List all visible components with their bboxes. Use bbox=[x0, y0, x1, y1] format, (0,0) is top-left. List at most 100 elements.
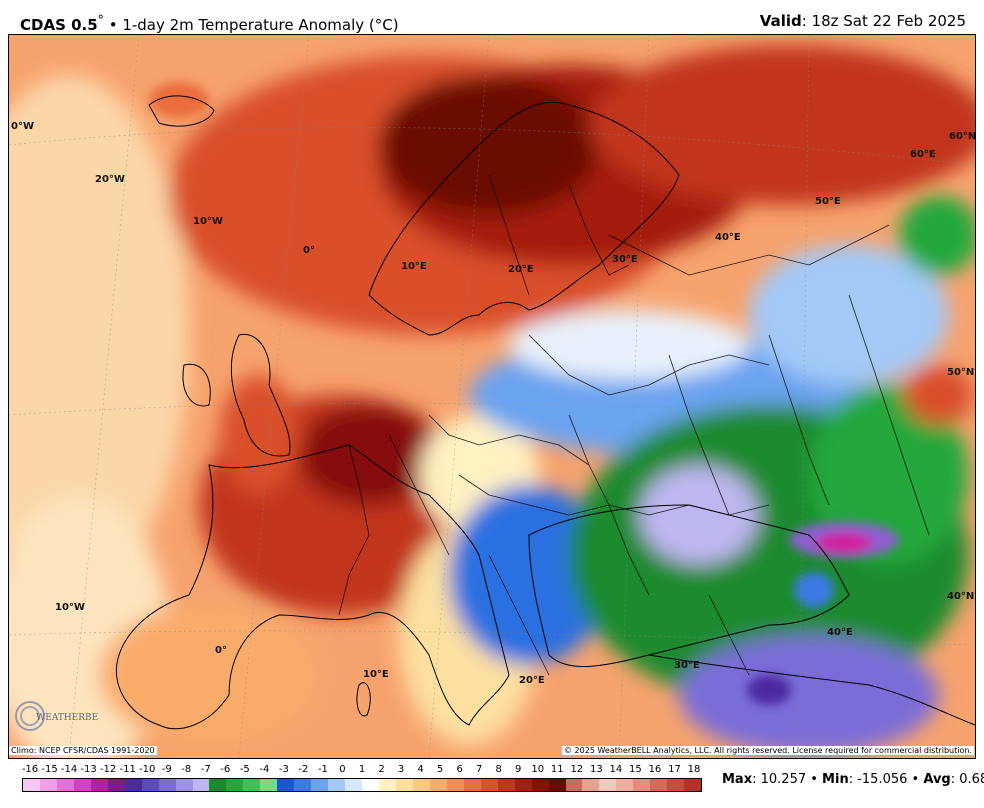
colorbar-swatch bbox=[90, 779, 108, 791]
borders bbox=[338, 174, 930, 676]
colorbar-swatch bbox=[412, 779, 430, 791]
sea-cool-spot bbox=[794, 572, 834, 608]
ural-cold-region bbox=[899, 195, 975, 275]
min-label: Min bbox=[822, 772, 849, 787]
colorbar-labels: -16 -15 -14 -13 -12 -11 -10 -9 -8 -7 -6 -5 -4 -3 -2 -1 0… bbox=[22, 764, 702, 776]
colorbar-swatch bbox=[362, 779, 380, 791]
colorbar-tick-label: -7 bbox=[200, 764, 211, 775]
iberia-region bbox=[99, 605, 319, 745]
colorbar-swatch bbox=[531, 779, 549, 791]
product-name: 1-day 2m Temperature Anomaly (°C) bbox=[122, 16, 399, 34]
colorbar-swatch bbox=[124, 779, 142, 791]
weatherbell-logo: WEATHERBELL bbox=[15, 701, 98, 731]
russia-warm-region bbox=[589, 45, 975, 205]
colorbar-tick-label: -2 bbox=[298, 764, 309, 775]
colorbar-tick-label: 4 bbox=[417, 764, 424, 775]
avg-value: : 0.686 bbox=[950, 772, 984, 787]
valid-label: Valid bbox=[759, 12, 802, 30]
colorbar-tick-label: 13 bbox=[589, 764, 603, 775]
balkans-cool-region bbox=[449, 485, 609, 665]
extreme-cold-core bbox=[816, 533, 872, 553]
colorbar-swatch bbox=[480, 779, 498, 791]
belarus-very-cold-region bbox=[639, 465, 759, 565]
iceland-warm-spot bbox=[149, 82, 209, 118]
logo-text: WEATHERBELL bbox=[36, 713, 98, 723]
colorbar-tick-label: -5 bbox=[239, 764, 250, 775]
colorbar-swatch bbox=[633, 779, 651, 791]
colorbar-swatch bbox=[311, 779, 329, 791]
colorbar-swatch bbox=[548, 779, 566, 791]
colorbar-swatch bbox=[395, 779, 413, 791]
russia-cool-region bbox=[749, 245, 949, 385]
colorbar-swatch bbox=[463, 779, 481, 791]
colorbar-swatch bbox=[345, 779, 363, 791]
label-10w-south: 10°W bbox=[55, 602, 85, 613]
colorbar-tick-label: -15 bbox=[41, 764, 58, 775]
climo-note: Climo: NCEP CFSR/CDAS 1991-2020 bbox=[9, 746, 157, 755]
label-40e: 40°E bbox=[715, 232, 741, 243]
valid-value: : 18z Sat 22 Feb 2025 bbox=[801, 12, 966, 30]
copyright-note: © 2025 WeatherBELL Analytics, LLC. All r… bbox=[562, 746, 974, 755]
colorbar-swatch bbox=[650, 779, 668, 791]
label-0deg: 0° bbox=[303, 245, 315, 256]
colorbar-swatch bbox=[514, 779, 532, 791]
min-value: : -15.056 bbox=[848, 772, 908, 787]
colorbar-tick-label: 2 bbox=[378, 764, 385, 775]
benelux-strong-warm-region bbox=[299, 405, 439, 505]
stats-sep-1: • bbox=[806, 772, 823, 787]
colorbar-tick-label: -11 bbox=[119, 764, 136, 775]
colorbar-swatch bbox=[175, 779, 193, 791]
label-10w: 10°W bbox=[193, 216, 223, 227]
max-value: : 10.257 bbox=[752, 772, 807, 787]
colorbar-tick-label: 11 bbox=[550, 764, 564, 775]
colorbar-swatch bbox=[226, 779, 244, 791]
colorbar-swatch bbox=[616, 779, 634, 791]
graticule bbox=[9, 35, 975, 758]
colorbar-tick-label: -9 bbox=[161, 764, 172, 775]
colorbar-tick-label: -12 bbox=[99, 764, 117, 775]
colorbar bbox=[22, 778, 702, 792]
label-30e: 30°E bbox=[612, 254, 638, 265]
colorbar-tick-label: 8 bbox=[495, 764, 502, 775]
britain-warm-region bbox=[219, 375, 299, 495]
colorbar-tick-label: 0 bbox=[339, 764, 346, 775]
colorbar-swatch bbox=[39, 779, 57, 791]
colorbar-swatch bbox=[684, 779, 702, 791]
label-40n: 40°N bbox=[947, 591, 974, 602]
anomaly-map[interactable]: 0°W 20°W 10°W 0° 10°E 20°E 30°E 40°E 50°… bbox=[8, 34, 976, 759]
max-label: Max bbox=[722, 772, 753, 787]
colorbar-swatch bbox=[260, 779, 278, 791]
colorbar-tick-label: -14 bbox=[60, 764, 78, 775]
colorbar-swatch bbox=[192, 779, 210, 791]
model-name: CDAS 0.5 bbox=[20, 16, 98, 34]
colorbar-swatch bbox=[429, 779, 447, 791]
colorbar-swatch bbox=[667, 779, 685, 791]
colorbar-tick-label: 7 bbox=[475, 764, 483, 775]
colorbar-swatch bbox=[294, 779, 312, 791]
title-separator: • bbox=[103, 16, 123, 34]
label-10e: 10°E bbox=[401, 261, 427, 272]
label-50n: 50°N bbox=[947, 367, 974, 378]
colorbar-tick-label: 14 bbox=[609, 764, 623, 775]
colorbar-swatch bbox=[209, 779, 227, 791]
colorbar-tick-label: -4 bbox=[259, 764, 270, 775]
colorbar-swatch bbox=[446, 779, 464, 791]
colorbar-swatch bbox=[107, 779, 125, 791]
colorbar-tick-label: 12 bbox=[570, 764, 584, 775]
label-10e-south: 10°E bbox=[363, 669, 389, 680]
colorbar-tick-label: 6 bbox=[456, 764, 463, 775]
label-60n: 60°N bbox=[949, 131, 975, 142]
colorbar-tick-label: -3 bbox=[278, 764, 289, 775]
label-20e-south: 20°E bbox=[519, 675, 545, 686]
colorbar-swatch bbox=[277, 779, 295, 791]
russia-cold-region bbox=[809, 385, 969, 565]
avg-label: Avg bbox=[923, 772, 951, 787]
colorbar-swatch bbox=[243, 779, 261, 791]
colorbar-tick-label: 9 bbox=[515, 764, 522, 775]
colorbar-swatch bbox=[23, 779, 40, 791]
colorbar-swatch bbox=[73, 779, 91, 791]
colorbar-tick-label: 3 bbox=[397, 764, 405, 775]
colorbar-tick-label: 15 bbox=[629, 764, 642, 775]
colorbar-tick-label: -8 bbox=[181, 764, 192, 775]
label-60e: 60°E bbox=[910, 149, 936, 160]
